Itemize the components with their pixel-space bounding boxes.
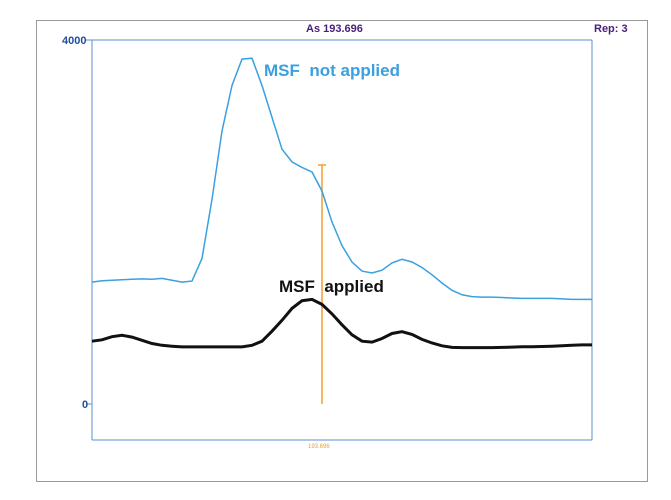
chart-frame: [36, 20, 648, 482]
rep-label: Rep: 3: [594, 23, 628, 35]
y-tick-label-top: 4000: [62, 35, 86, 47]
series-line-applied: [91, 297, 592, 350]
annotation-applied: MSF applied: [279, 277, 384, 296]
y-tick-label-zero: 0: [82, 399, 88, 411]
chart-title: As 193.696: [306, 23, 363, 35]
annotation-not-applied: MSF not applied: [264, 61, 400, 80]
cursor-x-label: 193.696: [308, 444, 330, 450]
series-line-not-applied: [91, 57, 592, 301]
